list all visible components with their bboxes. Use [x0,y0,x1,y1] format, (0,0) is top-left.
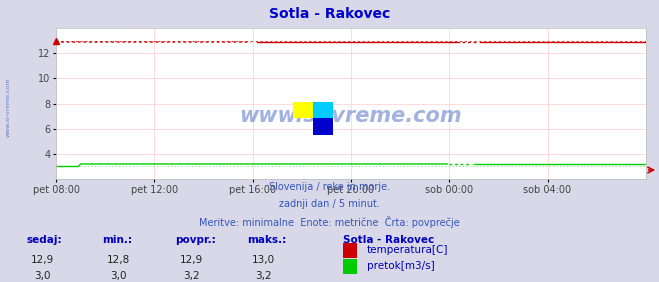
Text: Slovenija / reke in morje.: Slovenija / reke in morje. [269,182,390,192]
Text: www.si-vreme.com: www.si-vreme.com [5,78,11,137]
Text: pretok[m3/s]: pretok[m3/s] [367,261,435,271]
Text: 3,2: 3,2 [255,271,272,281]
Text: 3,0: 3,0 [34,271,51,281]
Text: zadnji dan / 5 minut.: zadnji dan / 5 minut. [279,199,380,209]
Text: temperatura[C]: temperatura[C] [367,245,449,255]
Text: www.si-vreme.com: www.si-vreme.com [240,106,462,126]
Text: min.:: min.: [102,235,132,245]
Text: Sotla - Rakovec: Sotla - Rakovec [343,235,434,245]
Text: 12,9: 12,9 [179,255,203,265]
Text: 3,2: 3,2 [183,271,200,281]
Text: maks.:: maks.: [247,235,287,245]
Text: 12,8: 12,8 [107,255,130,265]
Text: Meritve: minimalne  Enote: metrične  Črta: povprečje: Meritve: minimalne Enote: metrične Črta:… [199,216,460,228]
Text: Sotla - Rakovec: Sotla - Rakovec [269,7,390,21]
Text: sedaj:: sedaj: [26,235,62,245]
Text: 12,9: 12,9 [31,255,55,265]
Text: povpr.:: povpr.: [175,235,215,245]
Text: 13,0: 13,0 [252,255,275,265]
Text: 3,0: 3,0 [110,271,127,281]
